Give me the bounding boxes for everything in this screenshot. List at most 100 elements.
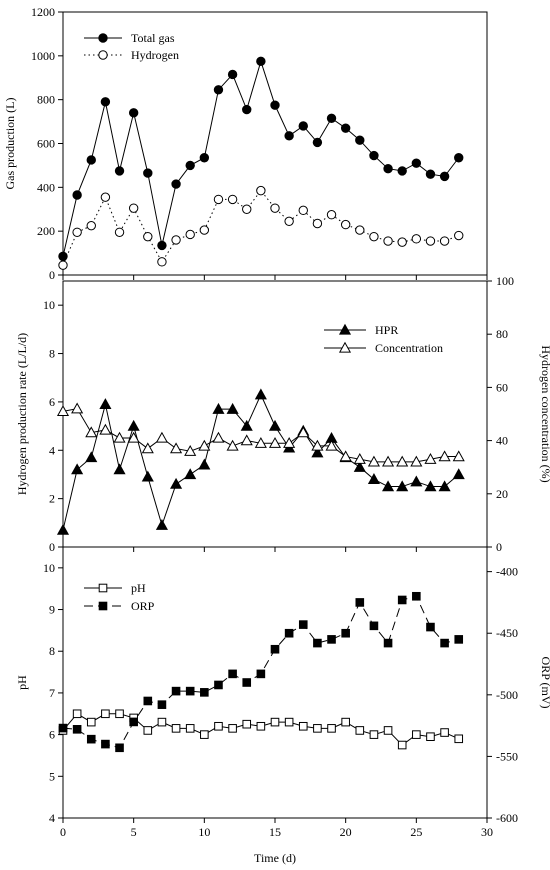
data-point-ph [228,724,237,733]
data-point-hydrogen [185,229,195,240]
data-point-orp [298,620,308,629]
y-left-tick-label: 2 [49,492,55,506]
y-right-tick-label: 20 [496,487,508,501]
data-point-ph [426,732,435,742]
data-point-total-gas [157,240,167,251]
y-right-axis-title: Hydrogen concentration (%) [539,345,550,482]
y-left-axis-title: pH [15,675,29,690]
data-point-ph [298,721,308,731]
data-point-total-gas [199,153,210,163]
data-point-ph [412,730,421,739]
plot-frame [62,546,488,819]
data-point-orp [454,635,464,644]
data-point-hpr [212,402,225,414]
legend-marker [98,583,108,593]
data-point-hpr [85,451,98,463]
data-point-ph [327,724,336,733]
data-point-orp [397,595,407,605]
data-point-hpr [311,446,324,458]
series-total-gas [58,56,464,262]
legend-marker [338,341,352,353]
data-point-total-gas [185,160,195,171]
y-left-tick-label: 600 [37,137,55,151]
y-right-tick-label: -400 [496,565,518,579]
data-point-hpr [240,419,253,431]
data-point-hydrogen [157,257,167,267]
y-left-tick-label: 1000 [31,49,55,63]
data-point-concentration [212,431,225,443]
data-point-total-gas [298,121,308,131]
data-point-hpr [382,480,395,492]
legend-label: Hydrogen [131,48,179,62]
data-point-concentration [410,455,423,467]
x-tick-label: 30 [481,825,493,839]
data-point-total-gas [326,113,337,123]
data-point-total-gas [171,179,181,189]
legend-marker [98,33,108,43]
data-point-total-gas [425,169,436,179]
data-point-ph [200,730,209,739]
series-line-concentration [62,408,459,463]
series-concentration [56,402,465,467]
data-point-orp [256,669,266,679]
data-point-hpr [127,419,140,431]
data-point-hydrogen [383,236,393,246]
y-right-tick-label: 100 [496,274,514,288]
data-point-hpr [155,519,168,530]
data-point-ph [383,726,393,735]
data-point-total-gas [284,131,294,141]
legend-label: HPR [375,323,398,337]
data-point-orp [355,598,365,607]
data-point-concentration [339,450,352,462]
data-point-hydrogen [312,218,323,229]
y-left-tick-label: 8 [49,644,55,658]
data-point-hpr [226,402,239,414]
data-point-hpr [268,419,282,431]
data-point-orp [101,739,110,749]
data-point-concentration [99,423,112,435]
data-point-hpr [410,475,423,487]
data-point-total-gas [270,100,280,110]
data-point-hydrogen [72,227,82,237]
data-point-total-gas [227,69,238,80]
y-right-tick-label: -600 [496,811,518,825]
data-point-ph [242,719,252,729]
data-point-hydrogen [199,225,210,235]
y-left-axis-title: Hydrogen production rate (L/L/d) [15,333,29,495]
data-point-ph [355,726,365,735]
data-point-hydrogen [213,194,224,205]
data-point-hydrogen [326,210,337,220]
y-left-tick-label: 10 [43,298,55,312]
data-point-hydrogen [171,235,181,245]
y-left-axis-title: Gas production (L) [3,98,17,190]
y-right-tick-label: -550 [496,749,518,763]
data-point-ph [284,717,294,727]
data-point-hydrogen [86,220,96,231]
series-line-hydrogen [62,189,459,266]
data-point-total-gas [383,164,393,174]
data-point-concentration [311,439,324,451]
data-point-hydrogen [227,194,238,205]
data-point-hydrogen [411,234,422,244]
data-point-concentration [127,431,140,443]
data-point-orp [143,696,153,706]
data-point-orp [185,686,195,696]
x-tick-label: 20 [340,825,352,839]
y-left-tick-label: 800 [37,93,55,107]
series-orp [58,591,464,753]
y-left-tick-label: 10 [43,561,55,575]
data-point-total-gas [355,135,365,145]
data-point-concentration [283,437,296,448]
data-point-ph [454,734,464,744]
data-point-ph [86,717,96,727]
data-point-hydrogen [298,205,308,216]
legend-hydrogen: HPR Concentration [324,323,443,355]
data-point-hydrogen [270,203,280,213]
data-point-hydrogen [439,236,450,246]
data-point-concentration [226,439,239,451]
y-left-tick-label: 5 [49,769,55,783]
data-point-hydrogen [425,236,436,246]
y-right-tick-label: 60 [496,380,508,394]
data-point-hydrogen [340,219,351,230]
